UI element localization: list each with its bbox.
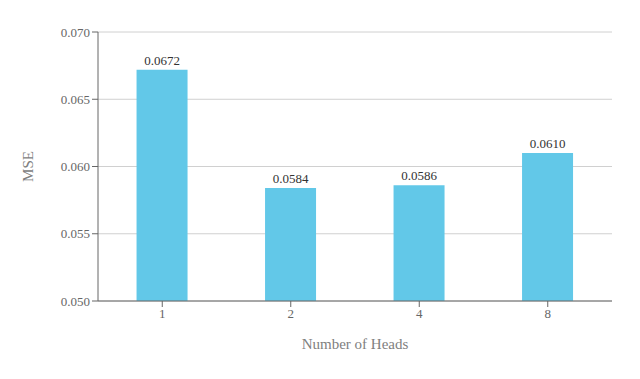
svg-text:1: 1	[159, 306, 166, 321]
svg-text:0.055: 0.055	[61, 226, 90, 241]
svg-text:Number of Heads: Number of Heads	[302, 336, 409, 352]
svg-text:MSE: MSE	[20, 151, 36, 182]
svg-text:0.050: 0.050	[61, 294, 90, 309]
svg-text:0.060: 0.060	[61, 159, 90, 174]
svg-text:0.065: 0.065	[61, 92, 90, 107]
svg-text:0.0584: 0.0584	[273, 171, 309, 186]
svg-text:0.0672: 0.0672	[144, 53, 180, 68]
svg-text:8: 8	[545, 306, 552, 321]
svg-text:0.0586: 0.0586	[401, 168, 437, 183]
svg-text:0.070: 0.070	[61, 25, 90, 40]
svg-text:2: 2	[288, 306, 295, 321]
svg-text:4: 4	[416, 306, 423, 321]
svg-text:0.0610: 0.0610	[530, 136, 566, 151]
